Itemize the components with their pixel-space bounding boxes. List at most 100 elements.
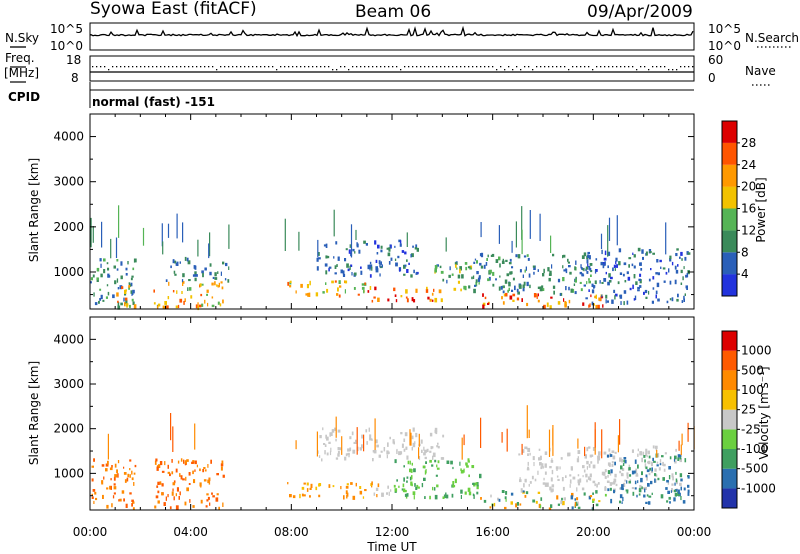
scatter-cell — [625, 489, 629, 492]
scatter-cell — [406, 455, 409, 460]
nave-point — [588, 66, 590, 68]
scatter-cell — [303, 494, 306, 497]
scatter-cell — [565, 286, 567, 291]
scatter-cell — [368, 427, 370, 432]
scatter-cell — [374, 286, 377, 291]
scatter-cell — [557, 503, 560, 506]
scatter-streak — [548, 429, 551, 457]
scatter-cell — [354, 251, 356, 254]
scatter-cell — [521, 449, 525, 453]
nave-point — [448, 66, 450, 68]
scatter-cell — [220, 463, 224, 467]
scatter-cell — [390, 244, 392, 249]
nave-point — [328, 66, 330, 68]
scatter-cell — [644, 463, 647, 468]
scatter-cell — [453, 287, 457, 291]
scatter-cell — [454, 262, 458, 265]
scatter-cell — [316, 266, 319, 271]
scatter-cell — [632, 491, 635, 496]
scatter-cell — [194, 271, 197, 276]
scatter-cell — [327, 255, 330, 259]
scatter-cell — [375, 259, 378, 263]
scatter-cell — [432, 452, 436, 458]
scatter-cell — [111, 465, 113, 468]
scatter-cell — [352, 449, 356, 454]
scatter-cell — [512, 277, 515, 281]
scatter-cell — [505, 292, 508, 297]
nave-point — [684, 66, 686, 68]
y-tick-label: 3000 — [53, 175, 84, 189]
scatter-cell — [648, 495, 652, 498]
scatter-cell — [594, 483, 596, 487]
scatter-cell — [371, 299, 374, 303]
scatter-cell — [671, 261, 674, 266]
scatter-cell — [381, 264, 383, 268]
scatter-cell — [459, 461, 461, 466]
scatter-cell — [505, 491, 508, 495]
colorbar-swatch — [722, 274, 737, 296]
scatter-cell — [162, 305, 166, 309]
scatter-cell — [93, 292, 95, 297]
scatter-cell — [117, 301, 120, 307]
scatter-cell — [565, 475, 567, 478]
scatter-cell — [626, 474, 629, 479]
scatter-cell — [309, 487, 312, 490]
scatter-cell — [579, 478, 582, 483]
scatter-cell — [114, 280, 117, 285]
scatter-cell — [132, 301, 135, 305]
scatter-cell — [355, 439, 357, 444]
scatter-cell — [524, 478, 527, 483]
scatter-cell — [527, 453, 529, 456]
scatter-cell — [544, 482, 548, 487]
scatter-cell — [606, 300, 609, 303]
scatter-cell — [587, 477, 590, 480]
scatter-cell — [639, 273, 642, 277]
nave-point — [128, 66, 130, 68]
scatter-cell — [644, 459, 646, 463]
scatter-cell — [612, 267, 614, 272]
scatter-cell — [551, 469, 554, 475]
scatter-cell — [642, 256, 644, 260]
nave-point — [312, 66, 314, 68]
scatter-cell — [475, 482, 478, 486]
scatter-cell — [624, 479, 627, 482]
nave-point — [584, 66, 586, 68]
scatter-cell — [222, 299, 224, 304]
y-tick-label: 4000 — [53, 130, 84, 144]
scatter-cell — [131, 470, 133, 475]
scatter-cell — [435, 431, 438, 435]
nave-point — [336, 69, 338, 71]
scatter-cell — [424, 496, 426, 499]
scatter-cell — [669, 456, 672, 460]
scatter-cell — [155, 495, 159, 499]
scatter-cell — [468, 285, 471, 289]
scatter-cell — [337, 450, 340, 454]
scatter-cell — [349, 265, 351, 270]
scatter-cell — [367, 264, 370, 270]
scatter-cell — [647, 460, 651, 465]
scatter-cell — [222, 474, 225, 478]
scatter-cell — [196, 464, 198, 468]
scatter-cell — [120, 302, 123, 306]
scatter-cell — [218, 282, 220, 288]
scatter-cell — [597, 304, 600, 310]
scatter-cell — [376, 494, 378, 498]
scatter-cell — [353, 287, 356, 290]
nave-point — [112, 66, 114, 68]
colorbar-tick-label: 8 — [741, 245, 749, 259]
scatter-streak — [118, 205, 120, 238]
scatter-cell — [557, 478, 560, 481]
scatter-cell — [651, 467, 653, 472]
scatter-cell — [596, 483, 598, 488]
velocity-colorbar-label: Velocity [m s⁻¹] — [757, 366, 771, 459]
scatter-cell — [411, 462, 413, 466]
scatter-cell — [429, 495, 431, 500]
scatter-cell — [616, 264, 618, 268]
scatter-cell — [491, 253, 495, 257]
colorbar-tick-label: 20 — [741, 180, 756, 194]
scatter-cell — [434, 265, 438, 269]
scatter-cell — [611, 464, 614, 467]
scatter-cell — [619, 470, 622, 474]
scatter-cell — [498, 498, 501, 502]
